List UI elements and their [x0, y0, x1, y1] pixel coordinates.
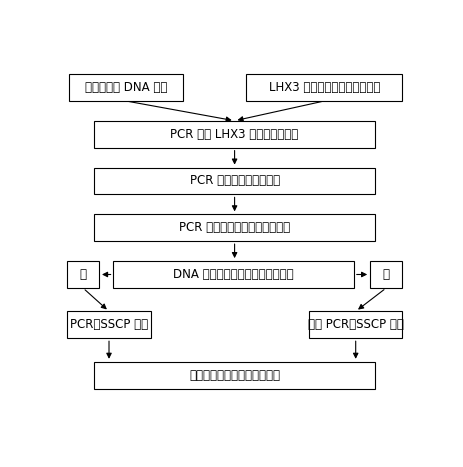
Text: PCR 扩增 LHX3 基因特定的片段: PCR 扩增 LHX3 基因特定的片段 [170, 128, 299, 141]
Bar [94, 121, 375, 148]
Text: PCR－SSCP 检测: PCR－SSCP 检测 [70, 318, 148, 331]
Text: 否: 否 [383, 268, 390, 281]
Text: 统计带型和遗传参数计算分析: 统计带型和遗传参数计算分析 [189, 368, 280, 382]
Bar [94, 361, 375, 389]
Text: LHX3 基因信息获取及引物设计: LHX3 基因信息获取及引物设计 [269, 81, 380, 94]
Bar [69, 74, 183, 101]
Bar [67, 311, 151, 338]
Bar [246, 74, 402, 101]
Bar [370, 261, 402, 288]
Bar [113, 261, 354, 288]
Text: PCR 扩增产物琼脂糖检测: PCR 扩增产物琼脂糖检测 [189, 175, 280, 187]
Bar [94, 214, 375, 241]
Text: 不用 PCR－SSCP 检测: 不用 PCR－SSCP 检测 [308, 318, 404, 331]
Text: PCR 扩增产物混合，纯化及测序: PCR 扩增产物混合，纯化及测序 [179, 221, 290, 234]
Bar [309, 311, 402, 338]
Text: DNA 测序结果分析是否有突变位点: DNA 测序结果分析是否有突变位点 [173, 268, 294, 281]
Text: 样品收集及 DNA 提取: 样品收集及 DNA 提取 [85, 81, 167, 94]
Bar [94, 168, 375, 194]
Text: 有: 有 [80, 268, 87, 281]
Bar [67, 261, 99, 288]
